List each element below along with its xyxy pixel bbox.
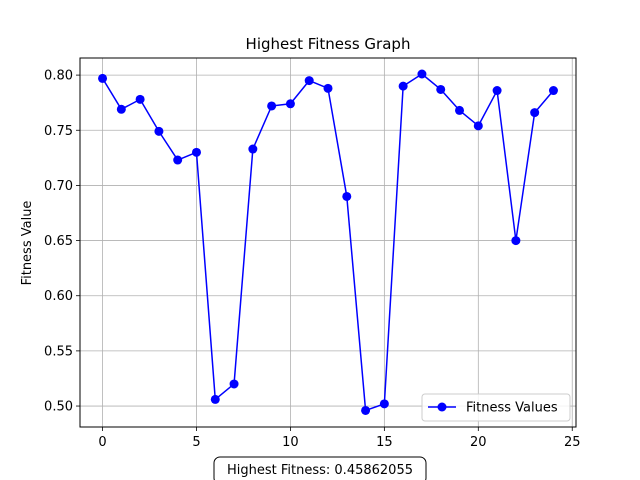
data-point (473, 121, 483, 131)
data-point (511, 236, 521, 246)
chart-title: Highest Fitness Graph (246, 35, 411, 53)
x-tick-label: 0 (98, 435, 106, 450)
grid (80, 58, 576, 427)
y-tick-label: 0.65 (44, 234, 73, 249)
legend-label: Fitness Values (466, 401, 558, 416)
data-point (323, 83, 333, 93)
data-point (210, 394, 220, 404)
data-point (379, 399, 389, 409)
y-tick-label: 0.75 (44, 124, 73, 139)
x-tick-label: 20 (470, 435, 487, 450)
data-point (116, 104, 126, 114)
annotation-box: Highest Fitness: 0.45862055 (213, 456, 427, 480)
data-point (267, 101, 277, 111)
data-point (173, 155, 183, 165)
y-tick-label: 0.60 (44, 289, 73, 304)
legend: Fitness Values (421, 393, 571, 422)
data-point (492, 86, 502, 96)
y-tick-label: 0.70 (44, 179, 73, 194)
data-point (398, 81, 408, 91)
data-point (98, 73, 108, 83)
data-point (135, 94, 145, 104)
legend-box (421, 393, 571, 422)
y-tick-label: 0.50 (44, 400, 73, 415)
annotation-frame (213, 456, 427, 480)
data-point (342, 191, 352, 201)
y-tick-label: 0.55 (44, 344, 73, 359)
data-point (548, 86, 558, 96)
x-tick-label: 15 (376, 435, 393, 450)
data-point (304, 76, 314, 86)
series-layer (98, 69, 558, 415)
x-tick-label: 10 (282, 435, 299, 450)
data-point (229, 379, 239, 389)
data-point (455, 105, 465, 115)
plot-frame (79, 57, 577, 428)
data-point (530, 108, 540, 118)
x-tick-label: 25 (564, 435, 581, 450)
axis-ticks: 0 5 10 15 20 25 0.50 0.55 0.60 0.65 0.70 0.75 0.80 (44, 69, 580, 450)
y-axis-label: Fitness Value (20, 201, 35, 286)
annotation-text: Highest Fitness: 0.45862055 (227, 463, 413, 478)
y-tick-label: 0.80 (44, 69, 73, 84)
data-point (361, 405, 371, 415)
x-tick-label: 5 (192, 435, 200, 450)
data-point (154, 126, 164, 136)
legend-marker (437, 402, 447, 412)
data-point (436, 84, 446, 94)
data-point (248, 144, 258, 154)
data-point (191, 147, 201, 157)
data-point (285, 99, 295, 109)
data-point (417, 69, 427, 79)
